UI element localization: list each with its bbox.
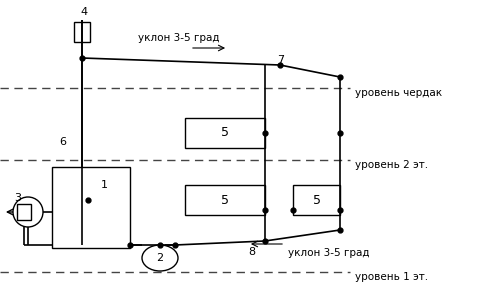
Bar (185, 185, 265, 215)
Text: уклон 3-5 град: уклон 3-5 град (138, 33, 220, 43)
Text: 2: 2 (156, 253, 164, 263)
Bar (17, 204, 31, 220)
Bar (185, 118, 265, 148)
Text: 8: 8 (248, 247, 255, 257)
Bar (52, 167, 130, 248)
Text: уровень 1 эт.: уровень 1 эт. (355, 272, 428, 282)
Text: 5: 5 (221, 194, 229, 207)
Ellipse shape (142, 245, 178, 271)
Text: 1: 1 (100, 180, 108, 190)
Text: 5: 5 (221, 127, 229, 140)
Bar (74, 22, 90, 42)
Text: уклон 3-5 град: уклон 3-5 град (288, 248, 370, 258)
Text: уровень чердак: уровень чердак (355, 88, 442, 98)
Text: 4: 4 (80, 7, 88, 17)
Text: 5: 5 (313, 194, 320, 207)
Text: уровень 2 эт.: уровень 2 эт. (355, 160, 428, 170)
Bar (293, 185, 340, 215)
Text: 7: 7 (277, 55, 284, 65)
Text: 3: 3 (14, 193, 21, 203)
Circle shape (13, 197, 43, 227)
Text: 6: 6 (59, 137, 67, 147)
